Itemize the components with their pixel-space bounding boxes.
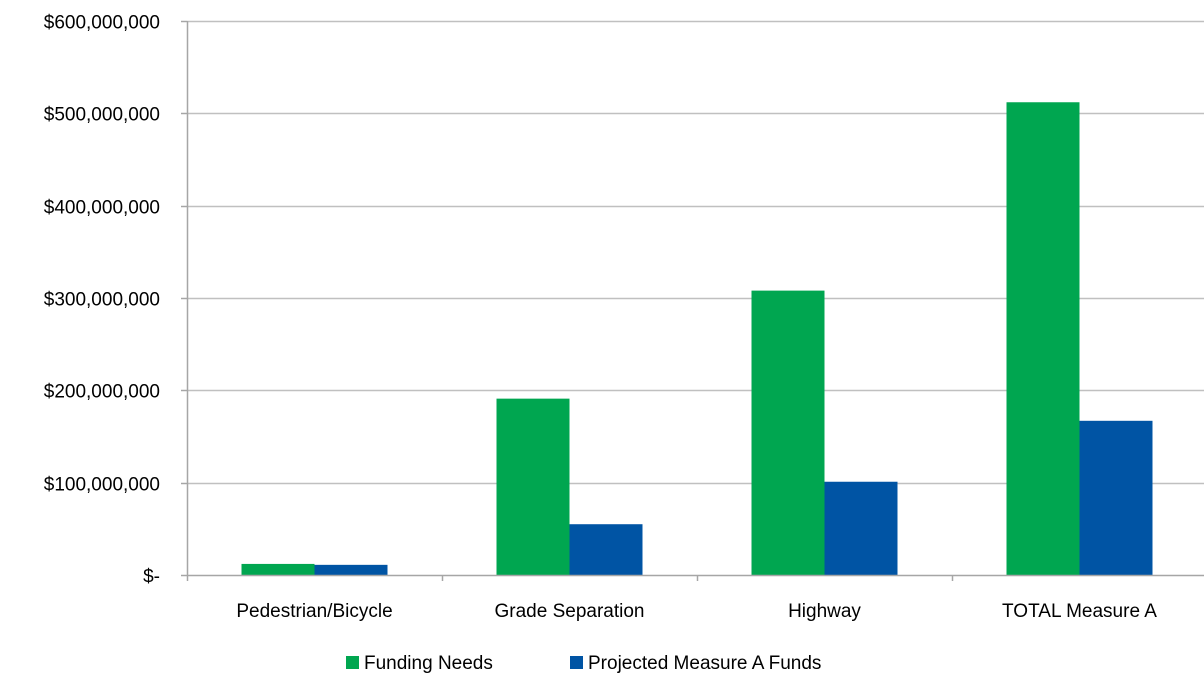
x-tick-label: Highway (788, 601, 861, 622)
bars (241, 102, 1153, 576)
bar-funding-needs (751, 290, 825, 575)
y-tick-label: $300,000,000 (44, 290, 160, 311)
bar-projected-measure-a-funds (569, 524, 643, 575)
x-tick-label: TOTAL Measure A (1002, 601, 1157, 622)
y-tick-label: $600,000,000 (44, 13, 160, 34)
legend-swatch (570, 656, 583, 669)
y-tick-label: $500,000,000 (44, 105, 160, 126)
legend-swatch (346, 656, 359, 669)
y-tick-label: $100,000,000 (44, 475, 160, 496)
legend-label: Projected Measure A Funds (588, 653, 821, 674)
bar-funding-needs (1006, 102, 1080, 576)
y-tick-label: $- (143, 567, 160, 588)
x-tick-label: Pedestrian/Bicycle (236, 601, 392, 622)
legend: Funding Needs Projected Measure A Funds (346, 653, 821, 674)
bar-funding-needs (241, 563, 315, 575)
bar-projected-measure-a-funds (314, 564, 388, 575)
x-axis-labels: Pedestrian/Bicycle Grade Separation Highwa… (236, 601, 1157, 622)
bar-projected-measure-a-funds (1079, 420, 1153, 575)
bar-funding-needs (496, 398, 570, 575)
bar-projected-measure-a-funds (824, 481, 898, 575)
axes (181, 20, 1204, 581)
y-tick-label: $200,000,000 (44, 382, 160, 403)
x-tick-label: Grade Separation (495, 601, 645, 622)
legend-label: Funding Needs (364, 653, 493, 674)
y-axis-ticks: $- $100,000,000 $200,000,000 $300,000,000 $4… (44, 13, 160, 588)
y-tick-label: $400,000,000 (44, 198, 160, 219)
